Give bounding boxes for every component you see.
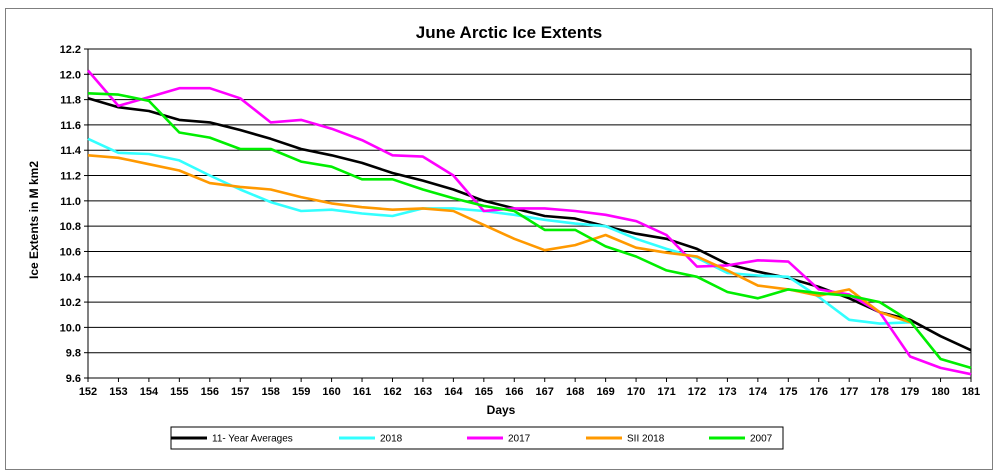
y-axis-label: Ice Extents in M km2 xyxy=(27,161,41,279)
y-tick-label: 12.2 xyxy=(60,44,81,56)
x-tick-labels: 152 153 154 155 156 157 158 159 160 161 162 163 164 1… xyxy=(79,386,980,398)
chart-title: June Arctic Ice Extents xyxy=(416,23,602,42)
legend-entry: SII 2018 xyxy=(586,434,665,445)
y-tick-label: 12.0 xyxy=(60,69,81,81)
legend-label: 2007 xyxy=(750,434,773,445)
chart: June Arctic Ice Extents 12.2 12.0 11.8 11.6… xyxy=(27,23,980,450)
grid xyxy=(84,48,972,382)
x-tick-label: 165 xyxy=(475,386,493,398)
legend-label: 2017 xyxy=(508,434,531,445)
x-tick-label: 163 xyxy=(414,386,432,398)
x-tick-label: 179 xyxy=(901,386,919,398)
legend-entry: 2018 xyxy=(339,434,403,445)
x-tick-label: 166 xyxy=(505,386,523,398)
x-tick-label: 171 xyxy=(657,386,675,398)
y-tick-label: 10.0 xyxy=(60,322,81,334)
x-tick-label: 176 xyxy=(810,386,828,398)
x-tick-label: 175 xyxy=(779,386,797,398)
y-tick-label: 10.2 xyxy=(60,297,81,309)
y-tick-label: 11.0 xyxy=(60,196,81,208)
legend-label: 2018 xyxy=(380,434,403,445)
x-tick-label: 159 xyxy=(292,386,310,398)
y-tick-label: 11.2 xyxy=(60,171,81,183)
x-tick-label: 153 xyxy=(109,386,127,398)
x-tick-label: 170 xyxy=(627,386,645,398)
x-tick-label: 158 xyxy=(262,386,280,398)
legend-label: 11- Year Averages xyxy=(212,434,293,445)
y-tick-labels: 12.2 12.0 11.8 11.6 11.4 11.2 11.0 10.8 10.6 10.4… xyxy=(60,44,82,385)
series-line-2007 xyxy=(87,92,972,370)
x-tick-label: 152 xyxy=(79,386,97,398)
legend-entry: 2017 xyxy=(467,434,531,445)
series-lines xyxy=(87,69,972,376)
y-tick-label: 11.8 xyxy=(60,95,81,107)
x-tick-label: 164 xyxy=(444,386,463,398)
x-tick-label: 154 xyxy=(140,386,159,398)
legend-label: SII 2018 xyxy=(627,434,665,445)
x-tick-label: 168 xyxy=(566,386,584,398)
series-line-sii-2018 xyxy=(87,154,911,324)
legend-entry: 2007 xyxy=(709,434,773,445)
y-tick-label: 10.4 xyxy=(60,272,82,284)
x-tick-label: 160 xyxy=(322,386,340,398)
x-tick-label: 177 xyxy=(840,386,858,398)
x-tick-label: 156 xyxy=(201,386,219,398)
x-axis-label: Days xyxy=(487,403,516,417)
legend: 11- Year Averages 2018 2017 SII 2018 2007 xyxy=(170,426,784,450)
x-tick-label: 157 xyxy=(231,386,249,398)
x-tick-label: 178 xyxy=(870,386,888,398)
y-tick-label: 11.6 xyxy=(60,120,81,132)
y-tick-label: 10.6 xyxy=(60,246,81,258)
x-tick-label: 155 xyxy=(170,386,188,398)
y-tick-label: 9.8 xyxy=(66,348,81,360)
x-tick-label: 181 xyxy=(962,386,980,398)
x-tick-label: 180 xyxy=(931,386,949,398)
y-tick-label: 11.4 xyxy=(60,145,82,157)
x-tick-label: 169 xyxy=(596,386,614,398)
x-tick-label: 172 xyxy=(688,386,706,398)
x-tick-label: 167 xyxy=(536,386,554,398)
legend-entry: 11- Year Averages xyxy=(171,434,293,445)
series-line-2018 xyxy=(87,137,911,325)
y-tick-label: 10.8 xyxy=(60,221,81,233)
y-tick-label: 9.6 xyxy=(66,373,81,385)
x-tick-label: 174 xyxy=(749,386,768,398)
x-tick-label: 173 xyxy=(718,386,736,398)
chart-frame: June Arctic Ice Extents 12.2 12.0 11.8 11.6… xyxy=(5,8,993,470)
x-tick-label: 161 xyxy=(353,386,371,398)
x-tick-label: 162 xyxy=(383,386,401,398)
series-line-2017 xyxy=(87,69,972,376)
series-line-11-year-averages xyxy=(87,97,972,352)
